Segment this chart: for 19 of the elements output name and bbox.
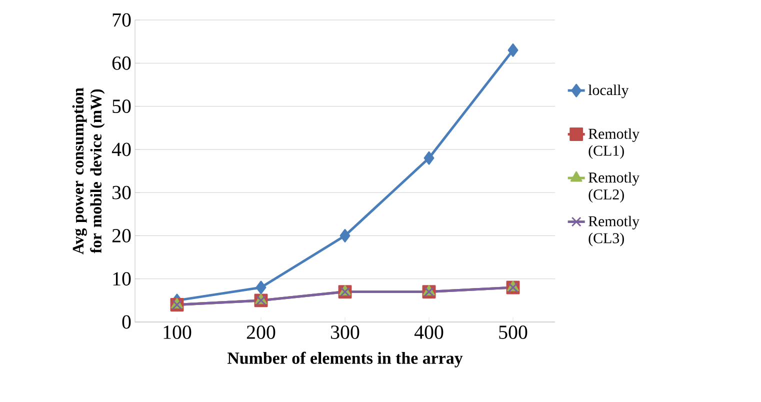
- legend-label: Remotly (CL3): [588, 216, 640, 246]
- legend-label: Remotly (CL1): [588, 128, 640, 159]
- y-tick-label: 40: [112, 142, 131, 156]
- y-tick-label: 10: [113, 272, 131, 286]
- y-tick-label: 30: [112, 186, 131, 200]
- y-tick-label: 50: [112, 100, 131, 113]
- legend-label: Remotly (CL2): [588, 172, 640, 203]
- x-axis-title: Number of elements in the array: [228, 352, 463, 368]
- y-tick-label: 20: [112, 228, 131, 242]
- y-tick-label: 60: [112, 56, 131, 70]
- legend-label: locally: [588, 84, 629, 98]
- x-tick-label: 300: [331, 326, 360, 339]
- y-tick-label: 70: [112, 13, 131, 27]
- x-tick-label: 500: [499, 326, 528, 339]
- x-tick-label: 100: [164, 326, 192, 339]
- y-axis-title: Avg power consumption for mobile device (mW): [72, 88, 105, 254]
- x-tick-label: 400: [414, 326, 444, 339]
- x-tick-label: 200: [246, 326, 276, 339]
- y-tick-label: 0: [122, 315, 131, 329]
